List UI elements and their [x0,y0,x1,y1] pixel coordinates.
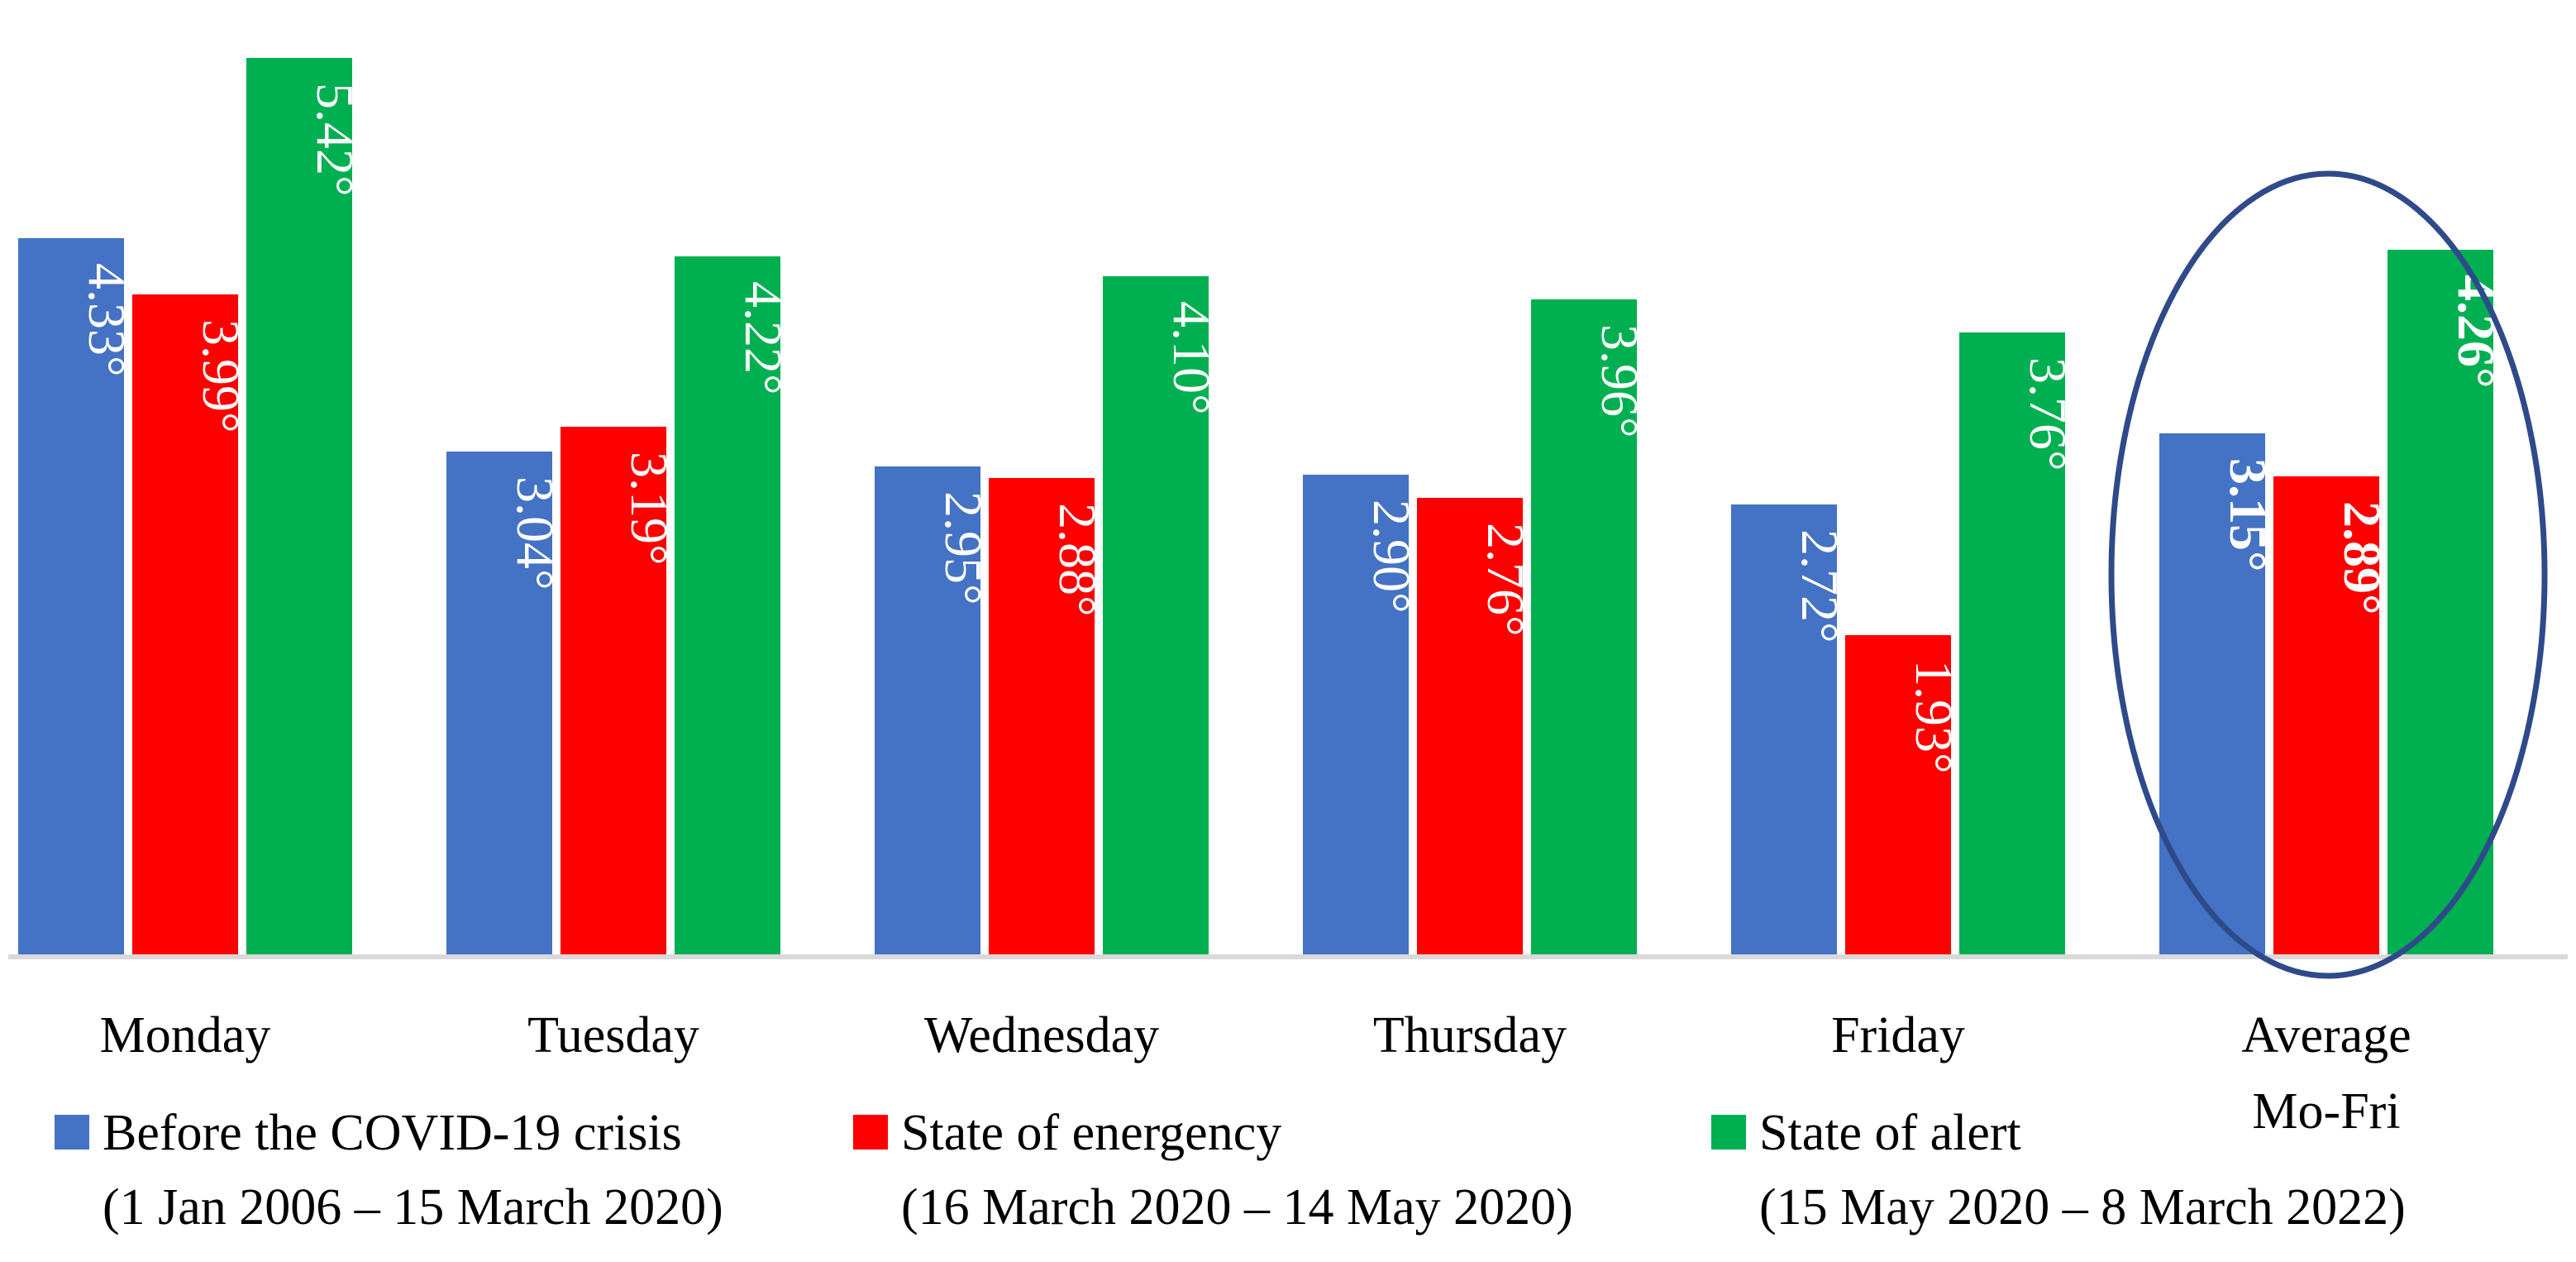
legend-period: (1 Jan 2006 – 15 March 2020) [103,1179,723,1236]
bar-state-of-alert-average-mo-fri [2388,250,2493,954]
bar-state-of-energency-monday [132,294,238,954]
legend-swatch-state-of-energency [853,1115,888,1150]
legend-swatch-state-of-alert [1711,1115,1746,1150]
bar-value-label: 3.99° [192,319,250,433]
x-tick-label: Friday [1831,1007,1965,1064]
bar-state-of-alert-wednesday [1103,276,1209,954]
bar-state-of-alert-friday [1959,332,2065,954]
legend-period: (15 May 2020 – 8 March 2022) [1759,1179,2406,1236]
legend-label: State of alert [1759,1105,2021,1161]
bar-before-the-covid-19-crisis-tuesday [446,452,552,954]
highlight-ellipse [2108,170,2548,979]
bar-state-of-energency-average-mo-fri [2273,476,2379,954]
bar-value-label: 2.90° [1362,500,1421,614]
bar-state-of-energency-wednesday [989,478,1095,954]
bar-value-label: 2.89° [2333,501,2392,615]
bar-value-label: 2.88° [1048,503,1107,617]
x-tick-label: Tuesday [527,1007,699,1064]
bar-value-label: 4.33° [78,263,136,377]
legend: Before the COVID-19 crisis (1 Jan 2006 – … [55,1105,2406,1236]
bars-group: 4.33° 3.99° 5.42° 3.04° 3.19° 4.22° 2.95° 2.88°… [18,58,2506,954]
bar-value-label: 1.93° [1905,660,1963,774]
bar-state-of-energency-tuesday [561,427,666,954]
bar-value-label: 4.26° [2447,275,2506,389]
bar-value-label: 4.22° [734,281,793,395]
legend-label: Before the COVID-19 crisis [103,1105,682,1161]
bar-value-label: 3.04° [506,476,565,590]
bar-before-the-covid-19-crisis-monday [18,238,124,954]
bar-before-the-covid-19-crisis-thursday [1303,475,1409,954]
x-tick-label: Mo-Fri [2252,1083,2400,1140]
bar-before-the-covid-19-crisis-friday [1731,504,1837,954]
bar-value-label: 3.76° [2019,357,2077,471]
bar-state-of-energency-thursday [1417,498,1523,954]
x-tick-label: Average [2241,1007,2411,1064]
bar-state-of-alert-monday [246,58,352,954]
bar-before-the-covid-19-crisis-wednesday [875,466,980,954]
legend-swatch-before-the-covid-19-crisis [55,1115,89,1150]
x-tick-label: Monday [100,1007,271,1064]
bar-state-of-alert-tuesday [675,256,780,954]
bar-state-of-alert-thursday [1531,299,1637,954]
bar-state-of-energency-friday [1845,635,1951,954]
bar-value-label: 4.10° [1162,301,1221,415]
bar-value-label: 2.72° [1791,529,1849,643]
bar-value-label: 2.76° [1476,523,1535,637]
x-tick-label: Wednesday [924,1007,1159,1064]
x-tick-label: Thursday [1373,1007,1567,1064]
legend-period: (16 March 2020 – 14 May 2020) [901,1179,1573,1236]
bar-value-label: 3.15° [2219,458,2278,572]
bar-value-label: 5.42° [306,83,365,197]
bar-value-label: 2.95° [934,491,993,605]
bar-value-label: 3.96° [1591,324,1649,438]
legend-label: State of energency [901,1105,1281,1161]
bar-value-label: 3.19° [620,452,679,566]
category-labels: Monday Tuesday Wednesday Thursday Friday Aver… [100,1007,2411,1140]
